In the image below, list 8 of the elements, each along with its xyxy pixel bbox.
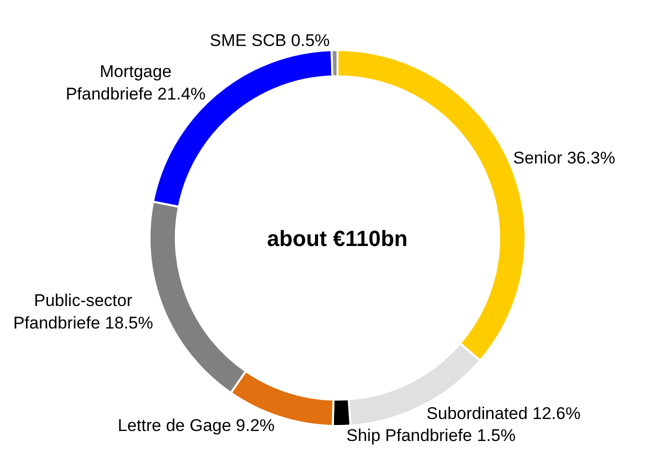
- slice-label: Ship Pfandbriefe 1.5%: [346, 426, 516, 445]
- slice-label: SME SCB 0.5%: [210, 31, 330, 50]
- slice-label: Mortgage Pfandbriefe 21.4%: [66, 62, 206, 104]
- slice-label: Senior 36.3%: [513, 148, 616, 168]
- text: about €110bn: [267, 226, 408, 251]
- slice-label: Public-sector Pfandbriefe 18.5%: [13, 291, 154, 332]
- slice-label: Lettre de Gage 9.2%: [118, 416, 275, 435]
- slice-label: Subordinated 12.6%: [426, 404, 581, 424]
